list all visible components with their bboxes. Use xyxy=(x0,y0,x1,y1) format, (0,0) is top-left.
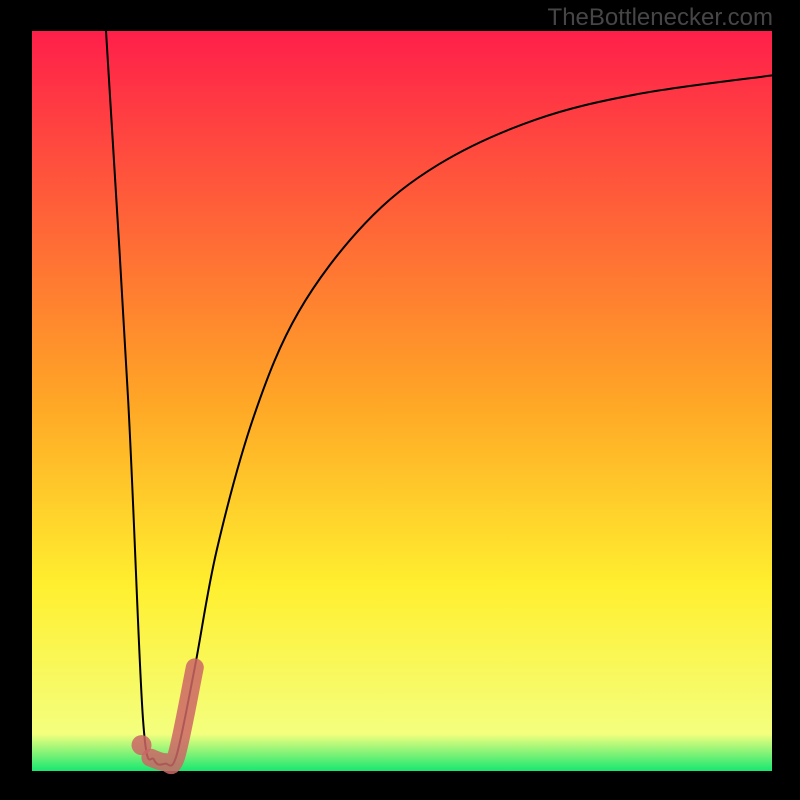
chart-svg xyxy=(0,0,800,800)
watermark-text: TheBottlenecker.com xyxy=(548,4,773,32)
highlight-j-stroke xyxy=(150,667,194,765)
bottleneck-curve xyxy=(106,31,772,766)
highlight-j-dot xyxy=(132,735,152,755)
